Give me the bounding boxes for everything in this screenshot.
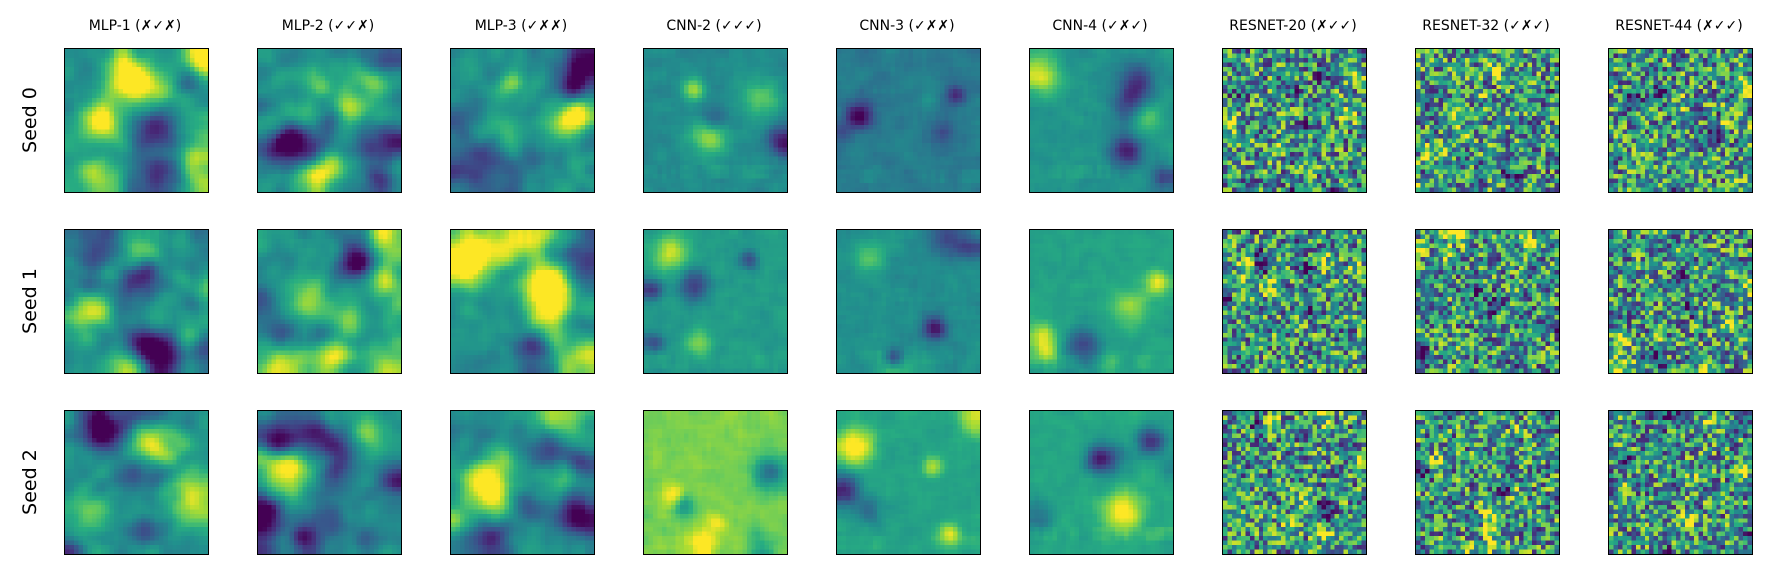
heatmap-image [451,49,594,192]
heatmap-resnet44-seed2 [1608,410,1753,555]
heatmap-resnet44-seed0 [1608,48,1753,193]
heatmap-mlp2-seed1 [257,229,402,374]
heatmap-image [65,230,208,373]
heatmap-image [644,49,787,192]
heatmap-image [644,230,787,373]
row-label-seed0: Seed 0 [19,87,41,153]
heatmap-image [258,230,401,373]
heatmap-image [1223,230,1366,373]
heatmap-resnet32-seed2 [1415,410,1560,555]
column-title-resnet20: RESNET-20 (✗✓✓) [1229,18,1357,34]
heatmap-cnn4-seed2 [1029,410,1174,555]
heatmap-mlp1-seed1 [64,229,209,374]
heatmap-image [1416,411,1559,554]
column-title-cnn2: CNN-2 (✓✓✓) [666,18,762,34]
column-title-mlp1: MLP-1 (✗✓✗) [88,18,182,34]
heatmap-image [1030,230,1173,373]
heatmap-mlp3-seed1 [450,229,595,374]
heatmap-image [451,411,594,554]
heatmap-image [1416,49,1559,192]
heatmap-mlp3-seed0 [450,48,595,193]
heatmap-mlp2-seed2 [257,410,402,555]
heatmap-image [644,411,787,554]
heatmap-mlp3-seed2 [450,410,595,555]
column-title-mlp2: MLP-2 (✓✓✗) [281,18,375,34]
heatmap-image [258,49,401,192]
heatmap-image [1609,49,1752,192]
heatmap-image [837,230,980,373]
column-title-mlp3: MLP-3 (✓✗✗) [474,18,568,34]
heatmap-mlp1-seed2 [64,410,209,555]
heatmap-cnn3-seed1 [836,229,981,374]
heatmap-image [65,49,208,192]
heatmap-cnn2-seed2 [643,410,788,555]
heatmap-image [65,411,208,554]
heatmap-image [451,230,594,373]
heatmap-resnet20-seed0 [1222,48,1367,193]
column-title-cnn4: CNN-4 (✓✗✓) [1052,18,1148,34]
heatmap-cnn4-seed0 [1029,48,1174,193]
heatmap-resnet44-seed1 [1608,229,1753,374]
column-title-resnet32: RESNET-32 (✓✗✓) [1422,18,1550,34]
heatmap-image [258,411,401,554]
heatmap-image [837,411,980,554]
row-label-seed1: Seed 1 [19,268,41,334]
heatmap-image [1030,49,1173,192]
column-title-cnn3: CNN-3 (✓✗✗) [859,18,955,34]
heatmap-cnn2-seed0 [643,48,788,193]
heatmap-cnn3-seed0 [836,48,981,193]
heatmap-mlp2-seed0 [257,48,402,193]
column-title-resnet44: RESNET-44 (✗✓✓) [1615,18,1743,34]
heatmap-image [1030,411,1173,554]
heatmap-cnn4-seed1 [1029,229,1174,374]
heatmap-resnet32-seed1 [1415,229,1560,374]
heatmap-image [1223,49,1366,192]
heatmap-image [837,49,980,192]
heatmap-resnet20-seed2 [1222,410,1367,555]
heatmap-mlp1-seed0 [64,48,209,193]
heatmap-cnn3-seed2 [836,410,981,555]
heatmap-image [1609,230,1752,373]
heatmap-resnet32-seed0 [1415,48,1560,193]
heatmap-image [1416,230,1559,373]
heatmap-image [1223,411,1366,554]
heatmap-resnet20-seed1 [1222,229,1367,374]
heatmap-image [1609,411,1752,554]
heatmap-cnn2-seed1 [643,229,788,374]
row-label-seed2: Seed 2 [19,449,41,515]
